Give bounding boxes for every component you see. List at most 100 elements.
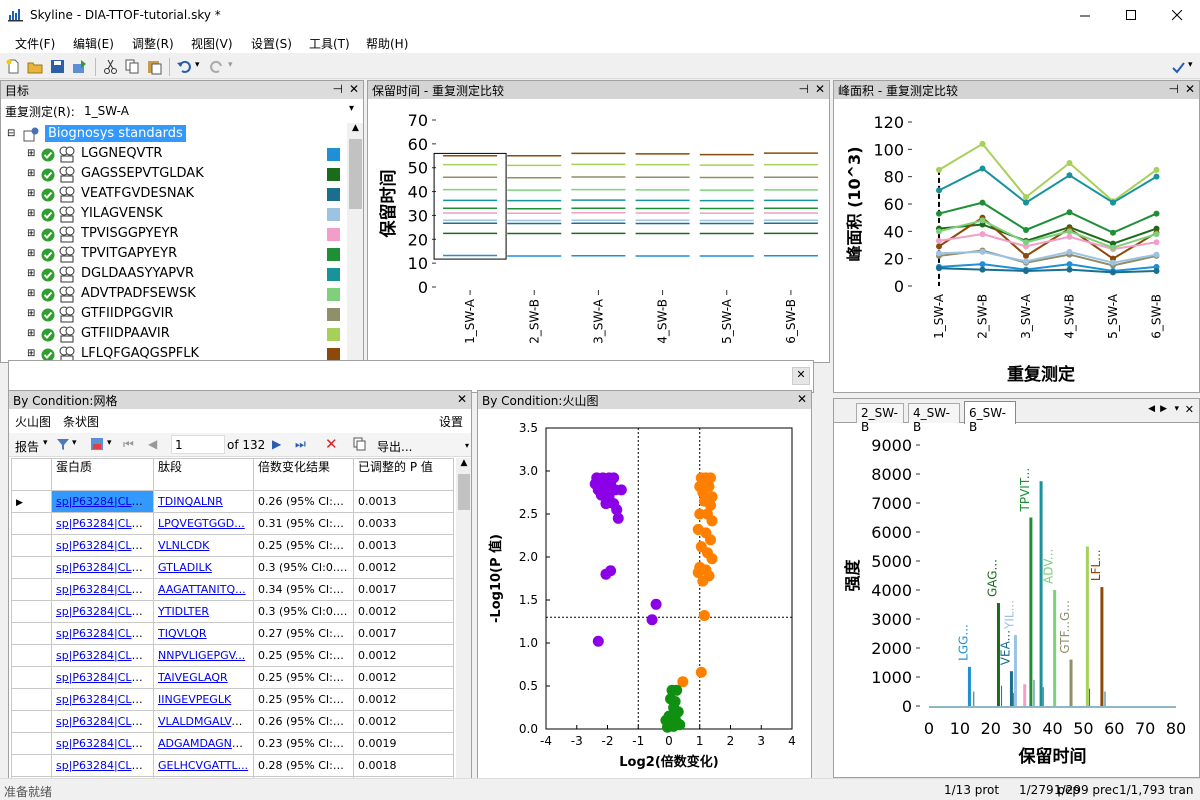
expand-icon[interactable]: ⊞ bbox=[27, 148, 36, 159]
peptide-cell[interactable]: IINGEVPEGLK bbox=[153, 688, 254, 711]
row-header[interactable] bbox=[11, 666, 52, 689]
protein-link[interactable]: sp|P63284|CLPB... bbox=[56, 495, 154, 508]
last-page-icon[interactable]: ⏭ bbox=[295, 437, 306, 451]
minimize-button[interactable] bbox=[1062, 0, 1108, 31]
peptide-cell[interactable]: GELHCVGATTL... bbox=[153, 754, 254, 777]
expand-icon[interactable]: ⊞ bbox=[27, 288, 36, 299]
peptide-link[interactable]: LPQVEGTGGD... bbox=[158, 517, 245, 530]
protein-link[interactable]: sp|P63284|CLPB... bbox=[56, 605, 154, 618]
fold-change-cell[interactable]: 0.25 (95% CI:0.1... bbox=[253, 666, 354, 689]
paste-icon[interactable] bbox=[146, 58, 163, 75]
fold-change-cell[interactable]: 0.34 (95% CI:0.2... bbox=[253, 578, 354, 601]
replicate-dropdown[interactable]: 1_SW-A ▾ bbox=[79, 101, 359, 120]
tab-scroll-right-icon[interactable]: ▶ bbox=[1160, 404, 1167, 414]
protein-cell[interactable]: sp|P63284|CLPB... bbox=[51, 754, 154, 777]
close-panel-icon[interactable]: ✕ bbox=[796, 392, 807, 406]
protein-link[interactable]: sp|P63284|CLPB... bbox=[56, 715, 154, 728]
tree-peptide-node[interactable]: ⊞ TPVISGGPYEYR bbox=[1, 225, 347, 245]
collapse-icon[interactable]: ⊟ bbox=[7, 128, 16, 139]
peptide-link[interactable]: TAIVEGLAQR bbox=[158, 671, 228, 684]
table-row[interactable]: sp|P63284|CLPB... GELHCVGATTL... 0.28 (95%… bbox=[11, 754, 454, 777]
tab-scroll-left-icon[interactable]: ◀ bbox=[1148, 404, 1155, 414]
open-folder-icon[interactable] bbox=[27, 58, 44, 75]
toolbar-overflow-icon[interactable]: ▾ bbox=[1188, 60, 1193, 70]
row-header[interactable] bbox=[11, 578, 52, 601]
filter-chevron-icon[interactable]: ▾ bbox=[72, 438, 77, 448]
tree-peptide-node[interactable]: ⊞ LFLQFGAQGSPFLK bbox=[1, 345, 347, 362]
table-row[interactable]: ▶ sp|P63284|CLPB... TDINQALNR 0.26 (95% CI:… bbox=[11, 490, 454, 513]
save-icon[interactable] bbox=[49, 58, 66, 75]
peptide-cell[interactable]: LPQVEGTGGD... bbox=[153, 512, 254, 535]
tree-peptide-node[interactable]: ⊞ GTFIIDPGGVIR bbox=[1, 305, 347, 325]
row-header[interactable] bbox=[11, 688, 52, 711]
fold-change-cell[interactable]: 0.31 (95% CI:0.2 ... bbox=[253, 512, 354, 535]
menu-settings[interactable]: 设置(S) bbox=[251, 37, 292, 51]
adjusted-p-cell[interactable]: 0.0012 bbox=[353, 666, 454, 689]
menu-view[interactable]: 视图(V) bbox=[191, 37, 233, 51]
adjusted-p-cell[interactable]: 0.0017 bbox=[353, 578, 454, 601]
peptide-link[interactable]: TDINQALNR bbox=[158, 495, 223, 508]
navigator-overflow-icon[interactable]: ▾ bbox=[464, 441, 469, 450]
protein-link[interactable]: sp|P63284|CLPB... bbox=[56, 759, 154, 772]
expand-icon[interactable]: ⊞ bbox=[27, 208, 36, 219]
peptide-link[interactable]: VLNLCDK bbox=[158, 539, 210, 552]
expand-icon[interactable]: ⊞ bbox=[27, 248, 36, 259]
scroll-thumb[interactable] bbox=[349, 139, 362, 209]
close-button[interactable] bbox=[1154, 0, 1200, 31]
protein-cell[interactable]: sp|P63284|CLPB... bbox=[51, 732, 154, 755]
tree-peptide-node[interactable]: ⊞ TPVITGAPYEYR bbox=[1, 245, 347, 265]
protein-cell[interactable]: sp|P63284|CLPB... bbox=[51, 578, 154, 601]
tab-6-sw-b[interactable]: 6_SW-B bbox=[964, 401, 1016, 434]
peptide-link[interactable]: YTIDLTER bbox=[158, 605, 210, 618]
volcano-tab[interactable]: 火山图 bbox=[15, 415, 52, 429]
row-header[interactable] bbox=[11, 556, 52, 579]
tree-peptide-node[interactable]: ⊞ LGGNEQVTR bbox=[1, 145, 347, 165]
pin-icon[interactable]: ⊣ bbox=[1168, 82, 1179, 96]
protein-link[interactable]: sp|P63284|CLPB... bbox=[56, 737, 154, 750]
table-row[interactable]: sp|P63284|CLPB... GTLADILK 0.3 (95% CI:0.2… bbox=[11, 556, 454, 579]
table-row[interactable]: sp|P63284|CLPB... TIQVLQR 0.27 (95% CI:0.1… bbox=[11, 622, 454, 645]
table-row[interactable]: sp|P63284|CLPB... LPQVEGTGGD... 0.31 (95% … bbox=[11, 512, 454, 535]
protein-link[interactable]: sp|P63284|CLPB... bbox=[56, 649, 154, 662]
peptide-cell[interactable]: TAIVEGLAQR bbox=[153, 666, 254, 689]
row-header[interactable] bbox=[11, 622, 52, 645]
adjusted-p-cell[interactable]: 0.0012 bbox=[353, 688, 454, 711]
table-row[interactable]: sp|P63284|CLPB... VLNLCDK 0.25 (95% CI:0.1… bbox=[11, 534, 454, 557]
peak-area-chart[interactable]: 0 20 40 60 80 100 120 峰面积 (10^3) 1_SW-A 2_SW-B 3_S… bbox=[834, 100, 1200, 393]
close-panel-icon[interactable]: ✕ bbox=[814, 82, 825, 96]
filter-icon[interactable] bbox=[56, 437, 70, 451]
layout-chevron-icon[interactable]: ▾ bbox=[107, 438, 112, 448]
peptide-cell[interactable]: TIQVLQR bbox=[153, 622, 254, 645]
peptide-link[interactable]: TIQVLQR bbox=[158, 627, 207, 640]
row-header[interactable] bbox=[11, 710, 52, 733]
peptide-link[interactable]: IINGEVPEGLK bbox=[158, 693, 232, 706]
close-panel-icon[interactable]: ✕ bbox=[348, 82, 359, 96]
chromatogram-chart[interactable]: 0 1000 2000 3000 4000 5000 6000 7000 8000 9000 0 10… bbox=[834, 425, 1200, 778]
close-panel-icon[interactable]: ✕ bbox=[1184, 82, 1195, 96]
column-header-peptide[interactable]: 肽段 bbox=[153, 458, 254, 491]
menu-file[interactable]: 文件(F) bbox=[15, 37, 56, 51]
protein-cell[interactable]: sp|P63284|CLPB... bbox=[51, 710, 154, 733]
column-header-protein[interactable]: 蛋白质 bbox=[51, 458, 154, 491]
expand-icon[interactable]: ⊞ bbox=[27, 268, 36, 279]
tree-peptide-node[interactable]: ⊞ ADVTPADFSEWSK bbox=[1, 285, 347, 305]
fold-change-cell[interactable]: 0.25 (95% CI:0.1... bbox=[253, 688, 354, 711]
peptide-cell[interactable]: NNPVLIGEPGV... bbox=[153, 644, 254, 667]
protein-cell[interactable]: sp|P63284|CLPB... bbox=[51, 556, 154, 579]
protein-link[interactable]: sp|P63284|CLPB... bbox=[56, 561, 154, 574]
table-row[interactable]: sp|P63284|CLPB... YTIDLTER 0.3 (95% CI:0.2… bbox=[11, 600, 454, 623]
peptide-link[interactable]: GTLADILK bbox=[158, 561, 212, 574]
tab-list-icon[interactable]: ▾ bbox=[1174, 404, 1179, 414]
fold-change-cell[interactable]: 0.3 (95% CI:0.24 ... bbox=[253, 600, 354, 623]
row-header[interactable] bbox=[11, 600, 52, 623]
adjusted-p-cell[interactable]: 0.0013 bbox=[353, 490, 454, 513]
row-header[interactable] bbox=[11, 512, 52, 535]
row-header[interactable] bbox=[11, 534, 52, 557]
menu-tools[interactable]: 工具(T) bbox=[309, 37, 350, 51]
tree-peptide-node[interactable]: ⊞ DGLDAASYYAPVR bbox=[1, 265, 347, 285]
table-row[interactable]: sp|P63284|CLPB... IINGEVPEGLK 0.25 (95% CI… bbox=[11, 688, 454, 711]
column-header-fold-change[interactable]: 倍数变化结果 bbox=[253, 458, 354, 491]
maximize-button[interactable] bbox=[1108, 0, 1154, 31]
retention-time-chart[interactable]: 0 10 20 30 40 50 60 70 保留时间 1_SW-A 2_SW-B 3_SW-A 4_S… bbox=[368, 100, 830, 363]
row-header[interactable] bbox=[11, 644, 52, 667]
